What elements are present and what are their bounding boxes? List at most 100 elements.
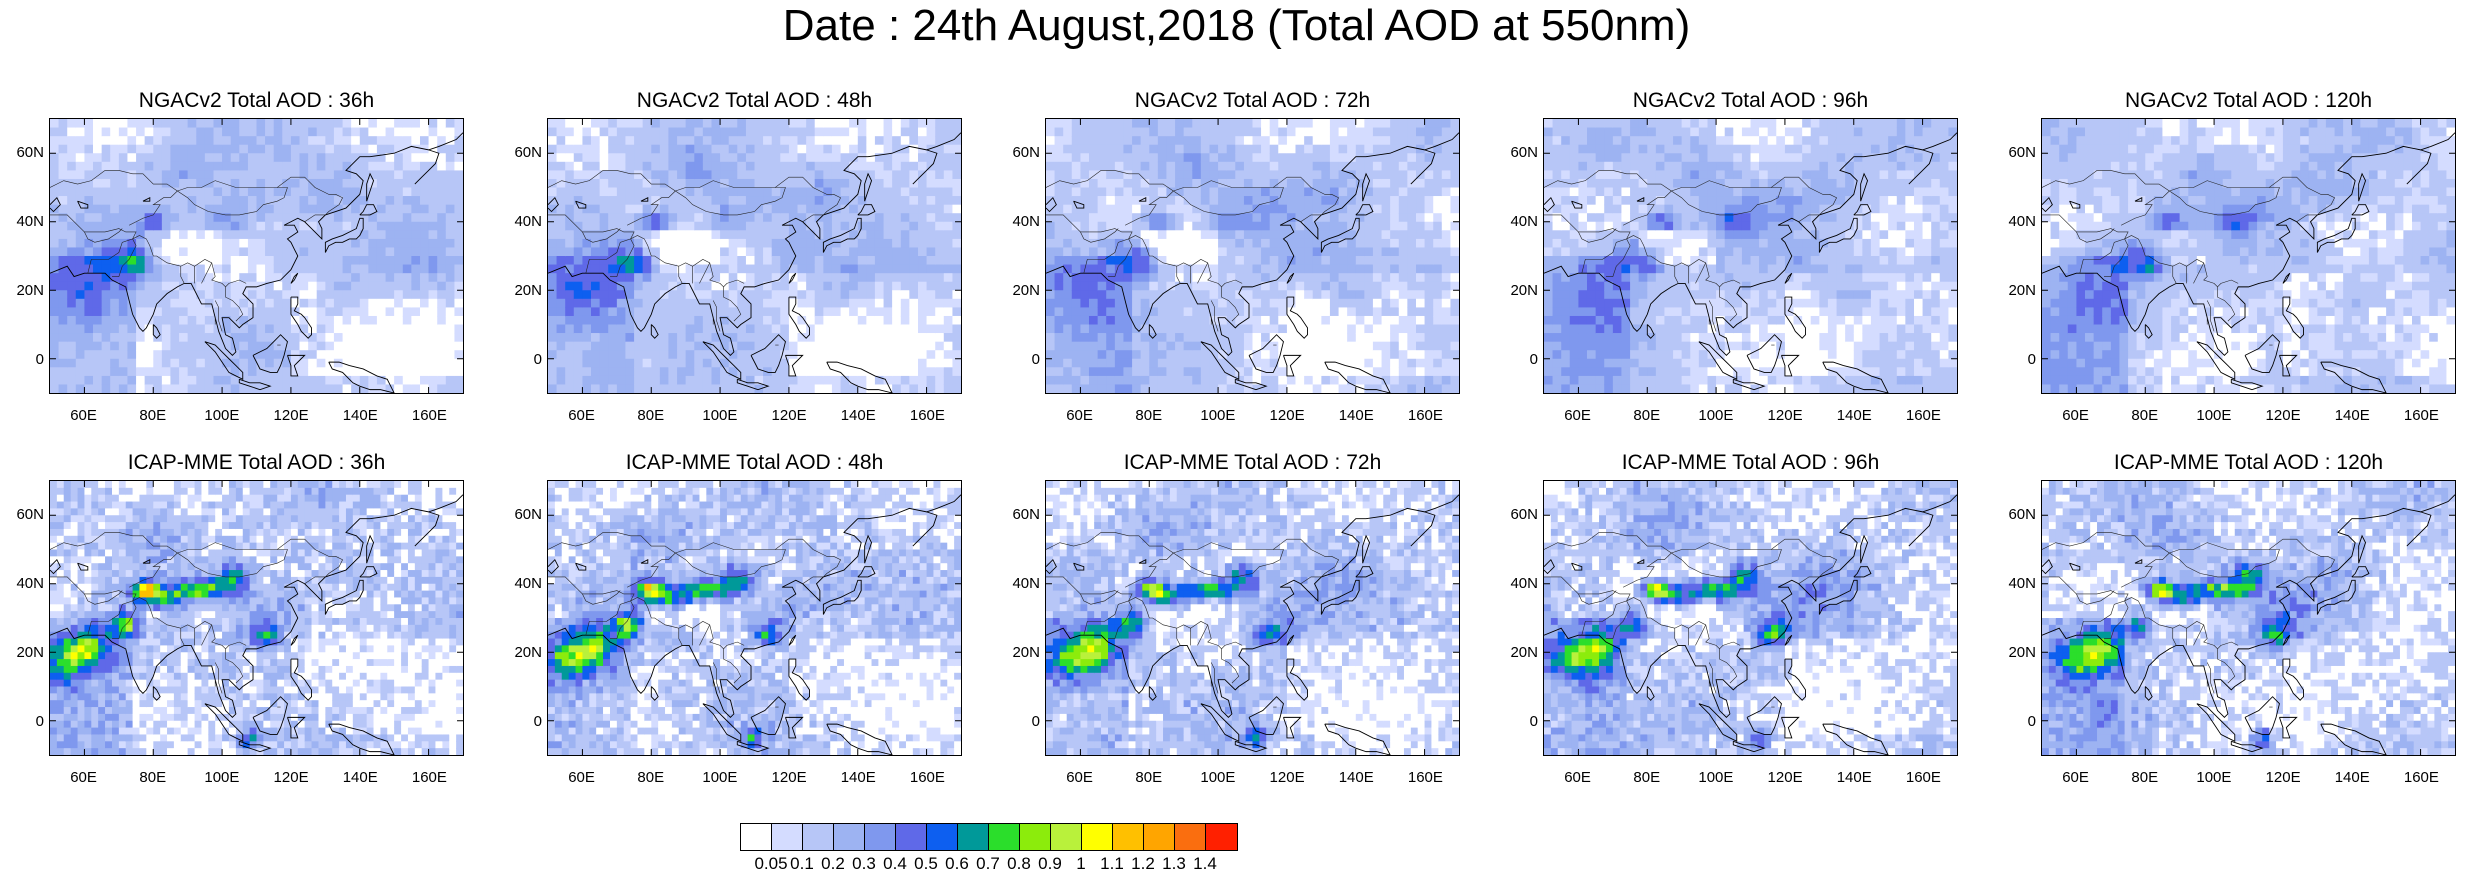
border-line xyxy=(201,624,212,646)
coastline xyxy=(575,200,587,209)
colorbar-swatch xyxy=(834,824,865,850)
lon-tick-label: 160E xyxy=(1400,408,1450,424)
coastline xyxy=(2196,703,2236,743)
lon-tick-label: 140E xyxy=(1331,770,1381,786)
colorbar-label: 0.6 xyxy=(932,855,982,873)
lat-tick-label: 40N xyxy=(1992,575,2036,592)
coastline xyxy=(1355,204,1374,216)
aod-field xyxy=(1046,119,1459,393)
lat-tick-label: 20N xyxy=(996,644,1040,661)
lat-tick-label: 40N xyxy=(498,575,542,592)
border-line xyxy=(1210,300,1219,332)
borders xyxy=(50,532,343,708)
coastline xyxy=(77,200,89,209)
coastline xyxy=(1818,217,1858,253)
coastline xyxy=(1248,696,1284,735)
coastline xyxy=(2244,696,2280,735)
lat-tick-label: 60N xyxy=(996,144,1040,161)
coastline xyxy=(2320,361,2387,393)
aod-map xyxy=(1543,480,1958,756)
coastline xyxy=(857,204,876,216)
coastline xyxy=(1286,634,1295,646)
border-line xyxy=(1173,549,1284,578)
border-line xyxy=(1544,214,1631,274)
colorbar-label: 1.4 xyxy=(1180,855,1230,873)
panel-title: NGACv2 Total AOD : 72h xyxy=(1045,88,1460,114)
border-line xyxy=(723,286,742,322)
border-line xyxy=(1176,266,1181,284)
coastline xyxy=(366,172,375,202)
coastline xyxy=(1046,494,1459,719)
lon-tick-label: 100E xyxy=(197,408,247,424)
coastlines xyxy=(1544,132,1957,393)
border-line xyxy=(2042,170,2170,192)
colorbar-label: 1.3 xyxy=(1149,855,1199,873)
colorbar-swatch xyxy=(1175,824,1206,850)
aod-field xyxy=(548,481,961,755)
coastline xyxy=(548,196,559,213)
lat-tick-label: 0 xyxy=(1494,713,1538,730)
coastline xyxy=(788,658,810,701)
coastline xyxy=(2351,566,2370,578)
map-panel-icap-mme-72h: ICAP-MME Total AOD : 72h 60N 40N 20N 0 60E 80E… xyxy=(996,450,1466,820)
lon-tick-label: 100E xyxy=(1193,770,1243,786)
border-line xyxy=(582,590,621,605)
colorbar-swatch xyxy=(803,824,834,850)
lat-tick-label: 20N xyxy=(996,282,1040,299)
coastline xyxy=(50,494,463,719)
coastline xyxy=(1234,378,1268,391)
aod-field xyxy=(2042,481,2455,755)
lat-tick-label: 60N xyxy=(996,506,1040,523)
border-line xyxy=(1708,300,1717,332)
lon-tick-label: 60E xyxy=(557,408,607,424)
coastline xyxy=(2282,296,2304,339)
border-line xyxy=(1176,628,1181,646)
coastlines xyxy=(50,132,463,393)
coastline xyxy=(287,716,306,739)
lon-tick-label: 120E xyxy=(764,408,814,424)
lon-tick-label: 120E xyxy=(2258,408,2308,424)
lon-tick-label: 140E xyxy=(833,770,883,786)
lon-tick-label: 60E xyxy=(1055,770,1105,786)
colorbar-swatch xyxy=(1113,824,1144,850)
coastline xyxy=(1248,334,1284,373)
coastline xyxy=(2144,324,2153,339)
border-line xyxy=(609,600,635,639)
coastline xyxy=(2358,534,2367,564)
coastline xyxy=(650,686,659,701)
coastlines xyxy=(2042,132,2455,393)
aod-map xyxy=(2041,480,2456,756)
lat-tick-label: 60N xyxy=(0,144,44,161)
border-line xyxy=(2103,238,2129,277)
coastline xyxy=(1698,341,1738,381)
coastline xyxy=(1286,272,1295,284)
border-line xyxy=(1124,552,1174,588)
lon-tick-label: 140E xyxy=(335,770,385,786)
coastlines xyxy=(2042,494,2455,755)
aod-map xyxy=(1045,118,1460,394)
lat-tick-label: 0 xyxy=(1494,351,1538,368)
lon-tick-label: 160E xyxy=(2396,408,2446,424)
lat-tick-label: 0 xyxy=(1992,713,2036,730)
coastline xyxy=(1746,334,1782,373)
coastline xyxy=(287,354,306,377)
colorbar-swatch xyxy=(741,824,772,850)
colorbar-swatch xyxy=(1051,824,1082,850)
coastline xyxy=(2358,172,2367,202)
lon-tick-label: 120E xyxy=(266,408,316,424)
lat-tick-label: 60N xyxy=(498,144,542,161)
border-line xyxy=(1695,624,1706,646)
panel-title: ICAP-MME Total AOD : 72h xyxy=(1045,450,1460,476)
border-line xyxy=(1544,170,1672,192)
border-line xyxy=(128,552,178,588)
border-line xyxy=(2120,190,2170,226)
panel-title: NGACv2 Total AOD : 120h xyxy=(2041,88,2456,114)
coastline xyxy=(2069,200,2081,209)
lat-tick-label: 40N xyxy=(498,213,542,230)
coastline xyxy=(1200,703,1240,743)
aod-map xyxy=(1045,480,1460,756)
border-line xyxy=(201,262,212,284)
coastline xyxy=(1362,172,1371,202)
coastline xyxy=(1822,723,1889,755)
border-line xyxy=(50,576,137,636)
